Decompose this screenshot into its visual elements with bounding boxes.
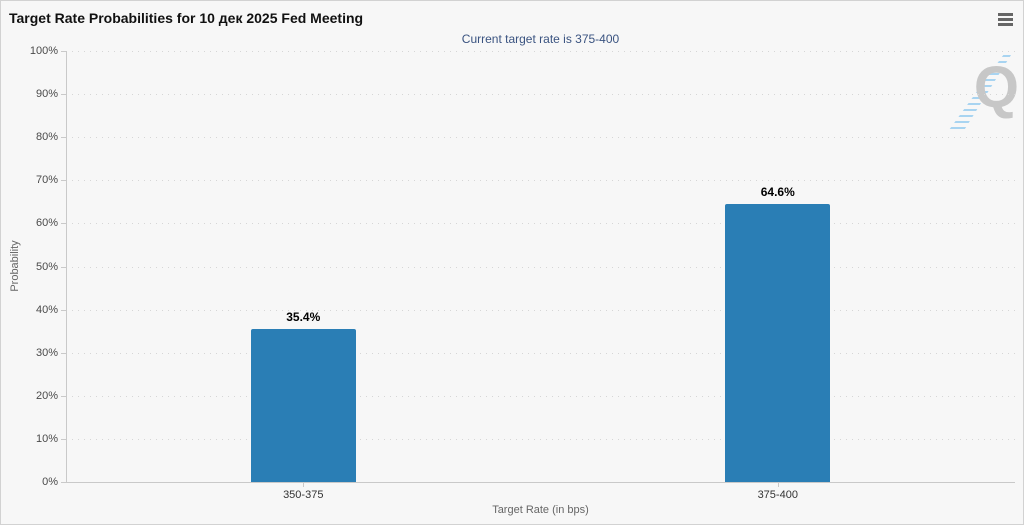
x-axis-category-label: 375-400	[757, 489, 798, 501]
y-axis-tick-label: 30%	[35, 346, 58, 359]
y-axis-tick-label: 40%	[35, 303, 58, 316]
probability-bar[interactable]	[250, 329, 356, 482]
y-gridline	[66, 51, 1015, 52]
x-axis-tick	[303, 482, 305, 487]
y-axis-tick-label: 0%	[42, 476, 58, 488]
y-axis-line	[66, 51, 67, 482]
x-axis-category-label: 350-375	[283, 489, 324, 501]
x-axis-line	[66, 482, 1015, 483]
probability-bar[interactable]	[725, 203, 831, 482]
y-axis-tick	[61, 137, 66, 139]
y-axis-tick-label: 60%	[35, 217, 58, 230]
chart-title: Target Rate Probabilities for 10 дек 202…	[9, 10, 364, 26]
bar-value-label: 64.6%	[760, 184, 795, 199]
y-axis-tick-label: 80%	[35, 131, 58, 144]
y-axis-tick-label: 70%	[35, 174, 58, 187]
y-axis-tick	[61, 438, 66, 440]
y-gridline	[66, 180, 1015, 182]
x-axis-tick	[777, 482, 779, 487]
watermark-q-letter: Q	[973, 55, 1019, 120]
hamburger-menu-icon	[997, 22, 1013, 26]
y-axis-tick	[61, 352, 66, 354]
hamburger-menu-icon	[997, 12, 1013, 16]
x-axis-title: Target Rate (in bps)	[492, 504, 589, 516]
y-gridline	[66, 94, 1015, 96]
y-axis-tick	[61, 51, 66, 52]
y-gridline	[66, 438, 1015, 440]
y-gridline	[66, 352, 1015, 354]
y-axis-tick	[61, 180, 66, 182]
y-gridline	[66, 395, 1015, 397]
y-axis-tick	[61, 309, 66, 311]
y-axis-tick-label: 90%	[35, 88, 58, 101]
y-gridline	[66, 266, 1015, 268]
y-axis-tick-label: 50%	[35, 260, 58, 273]
y-gridline	[66, 309, 1015, 311]
chart-context-menu-button[interactable]	[993, 8, 1017, 30]
y-axis-tick	[61, 94, 66, 96]
y-axis-tick-label: 20%	[35, 389, 58, 402]
y-axis-tick-label: 100%	[29, 45, 58, 57]
y-gridline	[66, 137, 1015, 139]
hamburger-menu-icon	[997, 17, 1013, 21]
quikstrike-watermark: Q	[947, 55, 1019, 131]
y-axis-tick	[61, 482, 66, 483]
chart-subtitle: Current target rate is 375-400	[461, 32, 620, 46]
y-axis-tick	[61, 266, 66, 268]
y-axis-tick-label: 10%	[35, 432, 58, 445]
y-gridline	[66, 223, 1015, 225]
y-axis-tick	[61, 395, 66, 397]
bar-value-label: 35.4%	[286, 310, 321, 325]
y-axis-tick	[61, 223, 66, 225]
